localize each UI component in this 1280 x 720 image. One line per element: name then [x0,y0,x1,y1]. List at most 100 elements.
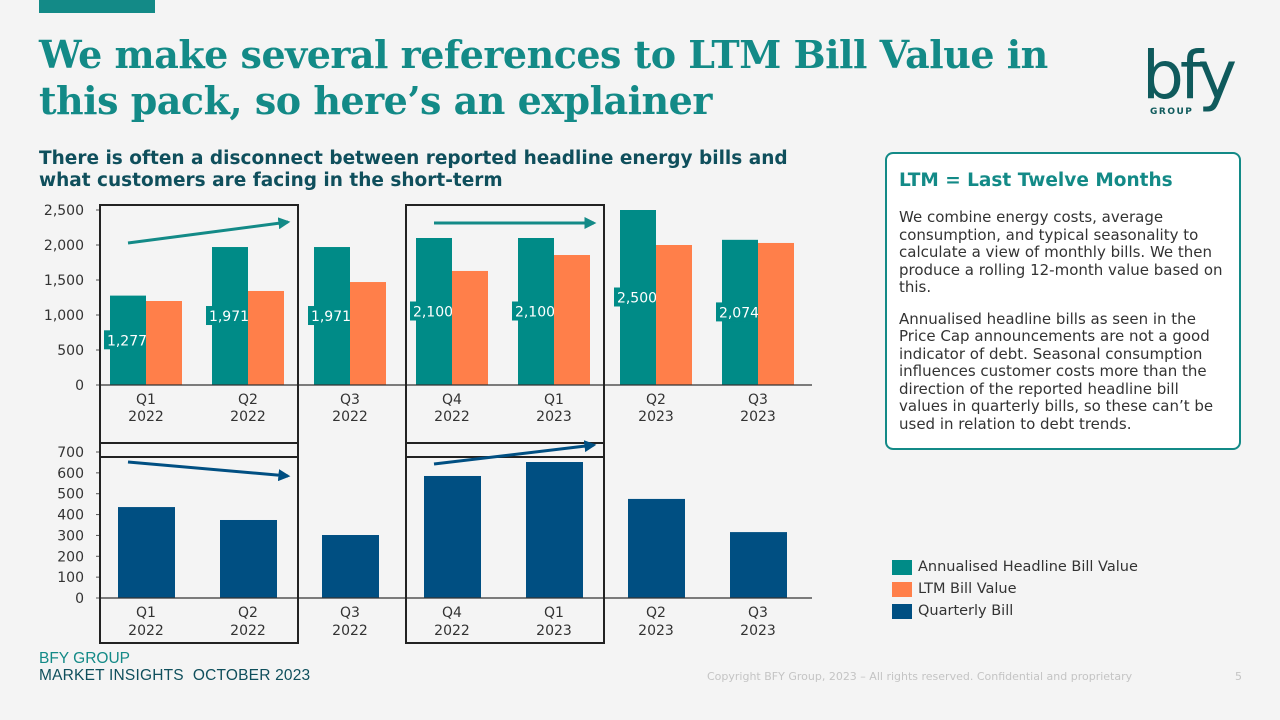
y-tick-label: 2,500 [44,203,84,219]
bar-quarterly-bill [424,475,481,598]
y-tick-label: 2,000 [44,238,84,254]
x-tick-label-year: 2023 [536,409,572,425]
data-label: 1,971 [209,309,249,325]
x-tick-label-year: 2022 [128,409,164,425]
y-tick-label: 1,000 [44,308,84,324]
x-tick-label-quarter: Q3 [748,605,768,621]
bill-charts: 0 500 1,000 1,500 2,000 2,500 1,277 1,971 1,971 2… [44,203,812,644]
data-label-bg [512,301,558,321]
bfy-logo: bfy GROUP [1140,30,1250,120]
quarterly-bill-chart: 0 100 200 300 400 500 600 700 Q1 2022 Q2 2022 Q3 2022… [57,440,812,644]
x-tick-label-quarter: Q2 [238,605,258,621]
y-tick-label: 500 [57,487,84,503]
data-label-bg [206,306,252,326]
bar-ltm-bill-value [452,270,488,385]
chart-legend: Annualised Headline Bill Value LTM Bill … [892,556,1138,622]
legend-swatch [892,603,912,619]
x-tick-label-quarter: Q4 [442,605,462,621]
x-tick-label-quarter: Q1 [136,605,156,621]
x-tick-label-year: 2022 [434,409,470,425]
x-tick-label-year: 2022 [332,409,368,425]
page-title: We make several references to LTM Bill V… [39,32,1048,123]
ltm-explainer-box: LTM = Last Twelve Months We combine ener… [885,152,1241,450]
legend-swatch [892,581,912,597]
bar-ltm-bill-value [248,290,284,385]
legend-item-ltm: LTM Bill Value [892,578,1138,600]
x-tick-label-quarter: Q4 [442,392,462,408]
x-tick-label-year: 2023 [638,409,674,425]
chart-subtitle: There is often a disconnect between repo… [39,148,788,191]
bar-quarterly-bill [322,535,379,598]
data-label-bg [614,287,660,307]
bar-quarterly-bill [730,532,787,598]
x-tick-label-year: 2022 [230,409,266,425]
legend-label: LTM Bill Value [918,581,1017,597]
legend-swatch [892,559,912,575]
x-tick-label-year: 2022 [128,623,164,639]
y-tick-label: 0 [75,591,84,607]
y-tick-label: 600 [57,466,84,482]
x-tick-label-quarter: Q1 [136,392,156,408]
y-tick-label: 0 [75,378,84,394]
footer-publication: MARKET INSIGHTS OCTOBER 2023 [39,667,311,684]
copyright-notice: Copyright BFY Group, 2023 – All rights r… [707,670,1133,683]
explainer-paragraph: We combine energy costs, average consump… [899,208,1223,296]
highlight-box [405,442,605,644]
explainer-heading: LTM = Last Twelve Months [899,170,1173,191]
footer-brand: BFY GROUP [39,650,131,667]
data-label: 1,971 [311,309,351,325]
bar-ltm-bill-value [758,242,794,385]
y-tick-label: 400 [57,508,84,524]
data-label-bg [410,301,456,321]
x-tick-label-quarter: Q1 [544,392,564,408]
x-tick-label-quarter: Q3 [340,392,360,408]
highlight-box [99,442,299,644]
highlight-box [99,204,299,458]
x-tick-label-year: 2023 [638,623,674,639]
headline-vs-ltm-chart: 0 500 1,000 1,500 2,000 2,500 1,277 1,971 1,971 2… [44,203,812,458]
legend-item-headline: Annualised Headline Bill Value [892,556,1138,578]
x-tick-label-quarter: Q2 [646,605,666,621]
accent-bar [39,0,155,13]
bar-ltm-bill-value [146,301,182,385]
data-label: 2,074 [719,305,759,321]
y-tick-label: 100 [57,570,84,586]
y-tick-label: 300 [57,528,84,544]
logo-tagline: GROUP [1150,107,1193,117]
trend-arrow [127,460,291,482]
y-tick-label: 700 [57,445,84,461]
x-tick-label-year: 2023 [740,409,776,425]
data-label: 2,100 [515,305,555,321]
logo-wordmark: bfy [1142,37,1236,114]
bar-ltm-bill-value [656,245,692,385]
data-label: 1,277 [107,333,147,349]
x-tick-label-quarter: Q3 [748,392,768,408]
page-number: 5 [1235,670,1242,683]
data-label-bg [716,302,762,322]
x-tick-label-year: 2022 [434,623,470,639]
data-label: 2,500 [617,291,657,307]
data-label-bg [308,306,354,326]
legend-label: Annualised Headline Bill Value [918,559,1138,575]
bar-quarterly-bill [526,462,583,598]
legend-item-quarterly: Quarterly Bill [892,600,1138,622]
x-tick-label-quarter: Q3 [340,605,360,621]
bar-ltm-bill-value [554,255,590,385]
data-label-bg [104,330,150,350]
x-tick-label-quarter: Q2 [646,392,666,408]
x-tick-label-quarter: Q1 [544,605,564,621]
x-tick-label-year: 2023 [740,623,776,639]
bar-quarterly-bill [628,498,685,598]
x-tick-label-quarter: Q2 [238,392,258,408]
legend-label: Quarterly Bill [918,603,1014,619]
x-tick-label-year: 2023 [536,623,572,639]
data-label: 2,100 [413,305,453,321]
trend-arrow [127,217,291,245]
x-tick-label-year: 2022 [230,623,266,639]
bar-quarterly-bill [220,519,277,598]
x-tick-label-year: 2022 [332,623,368,639]
trend-arrow [433,440,597,466]
y-tick-label: 200 [57,549,84,565]
bar-ltm-bill-value [350,282,386,385]
y-tick-label: 1,500 [44,273,84,289]
